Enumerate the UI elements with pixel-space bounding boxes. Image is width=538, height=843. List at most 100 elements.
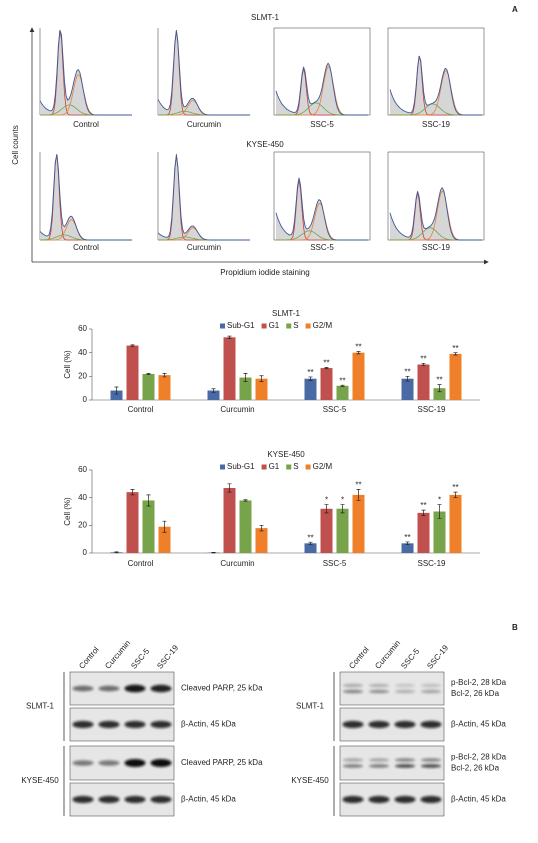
bar — [401, 543, 414, 553]
band — [369, 758, 389, 762]
y-tick-label: 60 — [78, 324, 87, 333]
error-bar — [421, 362, 426, 367]
error-bar — [421, 509, 426, 516]
significance: ** — [307, 533, 313, 542]
bar — [126, 345, 139, 400]
band — [98, 720, 120, 729]
legend-label: G1 — [269, 462, 280, 471]
lane-label: SSC-19 — [425, 643, 450, 671]
band — [369, 764, 389, 768]
band — [421, 689, 441, 694]
bar — [449, 353, 462, 400]
blot-membrane — [339, 671, 445, 706]
cell-line-label: SLMT-1 — [296, 702, 325, 711]
error-bar — [356, 351, 361, 355]
histogram-area — [390, 56, 482, 115]
band — [420, 795, 442, 804]
y-tick-label: 20 — [78, 520, 87, 529]
bar — [336, 508, 349, 553]
error-bar — [243, 499, 248, 502]
chart-title: KYSE-450 — [267, 450, 305, 459]
error-bar — [340, 504, 345, 514]
x-tick-label: Curcumin — [220, 559, 254, 568]
legend-swatch — [305, 464, 311, 470]
bar — [126, 492, 139, 553]
lane-label: Curcumin — [373, 639, 402, 671]
bar — [433, 388, 446, 400]
significance: * — [325, 496, 328, 505]
histogram-area — [158, 30, 250, 116]
histogram-area — [40, 30, 132, 115]
lane-label: SSC-5 — [399, 646, 421, 670]
band — [368, 720, 390, 729]
error-bar — [227, 483, 232, 493]
panel-label: A — [512, 5, 518, 14]
lane-label: Control — [347, 645, 371, 671]
band — [72, 685, 94, 692]
bar — [417, 512, 430, 553]
blot-membrane — [339, 745, 445, 781]
bar — [255, 528, 268, 553]
significance: ** — [307, 368, 313, 377]
legend-label: Sub-G1 — [227, 321, 255, 330]
histogram-line — [39, 29, 132, 116]
legend-swatch — [261, 323, 267, 329]
significance: ** — [404, 533, 410, 542]
error-bar — [340, 384, 345, 387]
band-label: p-Bcl-2, 28 kDa — [451, 753, 507, 762]
sample-label: Curcumin — [187, 243, 221, 252]
axis-label: Cell counts — [11, 125, 20, 165]
band — [343, 683, 363, 688]
bar — [255, 378, 268, 400]
significance: ** — [355, 343, 361, 352]
cell-line-label: KYSE-450 — [21, 776, 59, 785]
band-label: Bcl-2, 26 kDa — [451, 689, 500, 698]
band-label: β-Actin, 45 kDa — [181, 720, 236, 729]
error-bar — [146, 494, 151, 507]
bar — [352, 352, 365, 400]
sample-label: Curcumin — [187, 120, 221, 129]
legend-swatch — [220, 464, 225, 470]
y-tick-label: 0 — [83, 548, 88, 557]
bar — [401, 378, 414, 400]
band-label: Cleaved PARP, 25 kDa — [181, 758, 263, 767]
histogram-line — [389, 55, 482, 116]
band — [395, 689, 415, 694]
band-label: Bcl-2, 26 kDa — [451, 764, 500, 773]
histogram-line — [157, 30, 250, 116]
significance: * — [341, 496, 344, 505]
band — [342, 720, 364, 729]
bar — [352, 494, 365, 553]
legend-swatch — [286, 464, 292, 470]
error-bar — [437, 384, 442, 393]
legend-swatch — [220, 323, 225, 329]
error-bar — [405, 541, 410, 546]
bar — [239, 377, 252, 400]
x-tick-label: Curcumin — [220, 405, 254, 414]
sample-label: SSC-5 — [310, 243, 334, 252]
y-axis-label: Cell (%) — [63, 350, 72, 379]
histogram-line — [389, 186, 482, 241]
error-bar — [405, 375, 410, 382]
legend-swatch — [286, 323, 292, 329]
band — [394, 720, 416, 729]
bar — [158, 526, 171, 553]
band — [343, 758, 363, 762]
band — [343, 764, 363, 768]
band — [395, 683, 415, 688]
error-bar — [308, 541, 313, 545]
histogram-line — [275, 177, 368, 241]
histogram-line — [39, 154, 132, 241]
histogram-area — [40, 154, 132, 240]
band — [150, 759, 172, 767]
band — [98, 760, 120, 766]
band — [98, 795, 120, 804]
x-tick-label: SSC-19 — [417, 405, 446, 414]
error-bar — [453, 491, 458, 499]
band — [369, 689, 389, 694]
y-tick-label: 40 — [78, 348, 87, 357]
band-label: β-Actin, 45 kDa — [451, 795, 506, 804]
bar — [158, 375, 171, 400]
band — [421, 683, 441, 688]
significance: ** — [436, 376, 442, 385]
